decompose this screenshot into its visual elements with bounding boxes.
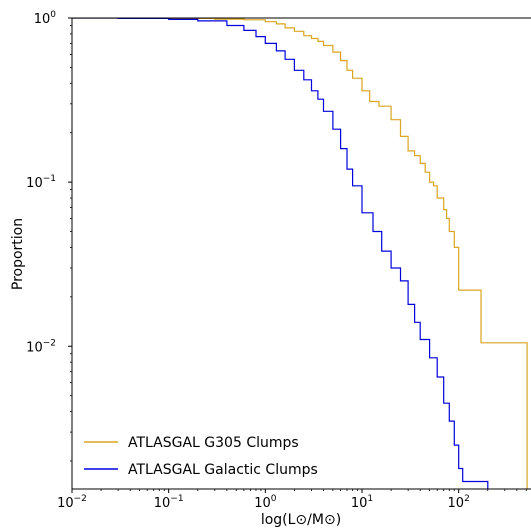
series-line-galactic-clumps <box>72 18 489 489</box>
x-tick-label: 101 <box>351 494 373 511</box>
x-axis-label: log(L⊙/M⊙) <box>261 512 341 528</box>
legend-label: ATLASGAL G305 Clumps <box>128 435 299 451</box>
y-axis-ticks: 100 10−1 10−2 <box>26 10 72 462</box>
legend-label: ATLASGAL Galactic Clumps <box>128 462 318 478</box>
x-axis-ticks: 10−2 10−1 100 101 102 <box>57 489 527 511</box>
x-tick-label: 100 <box>254 494 277 511</box>
y-tick-label: 10−1 <box>26 174 56 191</box>
series-line-g305-clumps <box>72 18 528 489</box>
y-tick-label: 10−2 <box>26 338 56 355</box>
y-tick-label: 100 <box>34 10 57 27</box>
y-axis-label: Proportion <box>10 218 26 290</box>
x-tick-label: 102 <box>448 494 470 511</box>
x-tick-label: 10−2 <box>57 494 87 511</box>
legend: ATLASGAL G305 Clumps ATLASGAL Galactic Cl… <box>84 435 318 478</box>
series-layer <box>72 18 528 489</box>
plot-area <box>72 18 531 489</box>
x-tick-label: 10−1 <box>154 494 184 511</box>
